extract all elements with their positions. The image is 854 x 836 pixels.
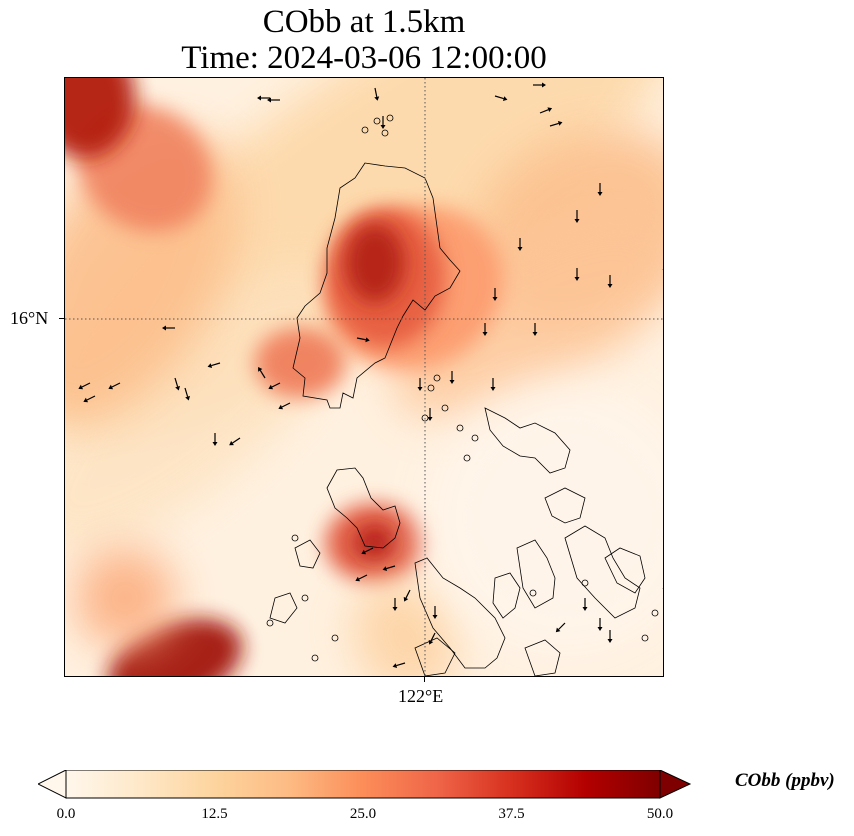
- wind-arrow: [184, 387, 190, 401]
- wind-arrow: [607, 630, 613, 643]
- concentration-field: [65, 78, 663, 676]
- wind-arrow: [374, 87, 380, 101]
- colorbar-tick-label: 25.0: [349, 806, 377, 822]
- wind-arrow: [361, 547, 374, 555]
- map-panel: [64, 77, 664, 677]
- wind-arrow: [258, 366, 266, 379]
- chart-subtitle-time: Time: 2024-03-06 12:00:00: [181, 40, 547, 76]
- wind-arrow: [549, 121, 563, 127]
- colorbar-tick-label: 37.5: [498, 806, 525, 822]
- coastlines: [266, 114, 659, 676]
- wind-arrow: [597, 183, 603, 196]
- wind-arrow: [427, 408, 433, 421]
- wind-arrow: [278, 402, 291, 410]
- wind-arrow: [492, 288, 498, 301]
- wind-arrow: [533, 82, 546, 88]
- wind-arrow: [355, 574, 368, 582]
- wind-arrow: [380, 116, 386, 129]
- chart-title: CObb at 1.5km: [262, 4, 466, 40]
- wind-arrow: [490, 378, 496, 391]
- wind-arrow: [356, 337, 370, 343]
- lat-tick: [59, 318, 64, 319]
- wind-arrow: [268, 382, 281, 390]
- colorbar-tick-label: 50.0: [646, 806, 674, 822]
- wind-arrow: [574, 210, 580, 223]
- wind-arrow: [78, 382, 91, 390]
- wind-arrow: [162, 325, 175, 331]
- wind-arrow: [267, 97, 280, 103]
- colorbar-extend-high: [659, 770, 692, 799]
- wind-arrow: [607, 275, 613, 288]
- wind-arrow: [392, 662, 406, 668]
- wind-arrow: [229, 437, 241, 446]
- lon-tick: [424, 677, 425, 682]
- colorbar-label: CObb (ppbv): [735, 770, 835, 791]
- wind-arrow: [432, 606, 438, 619]
- wind-arrow: [83, 395, 96, 403]
- colorbar-tick-label: 0.0: [56, 806, 76, 822]
- colorbar-tick-label: 12.5: [201, 806, 228, 822]
- wind-arrow: [555, 622, 566, 633]
- wind-vectors: [78, 82, 663, 668]
- latitude-label: 16°N: [10, 308, 49, 328]
- longitude-label: 122°E: [398, 686, 444, 706]
- wind-arrow: [449, 371, 455, 384]
- wind-arrow: [212, 433, 218, 446]
- gridlines: [65, 78, 663, 676]
- wind-arrow: [482, 323, 488, 336]
- wind-arrow: [174, 377, 180, 391]
- colorbar: [38, 770, 692, 799]
- wind-arrow: [597, 618, 603, 631]
- wind-arrow: [428, 632, 436, 645]
- wind-arrow: [392, 598, 398, 611]
- wind-arrow: [403, 589, 411, 602]
- wind-arrow: [207, 362, 221, 368]
- wind-arrow: [574, 268, 580, 281]
- wind-arrow: [257, 95, 270, 101]
- wind-arrow: [108, 382, 121, 390]
- colorbar-extend-low: [38, 770, 67, 799]
- wind-arrow: [539, 107, 553, 114]
- wind-arrow: [532, 323, 538, 336]
- wind-arrow: [417, 378, 423, 391]
- wind-arrow: [517, 238, 523, 251]
- wind-arrow: [582, 598, 588, 611]
- colorbar-gradient: [65, 770, 661, 799]
- map-canvas: [65, 78, 663, 676]
- wind-arrow: [494, 95, 508, 101]
- wind-arrow: [382, 565, 396, 571]
